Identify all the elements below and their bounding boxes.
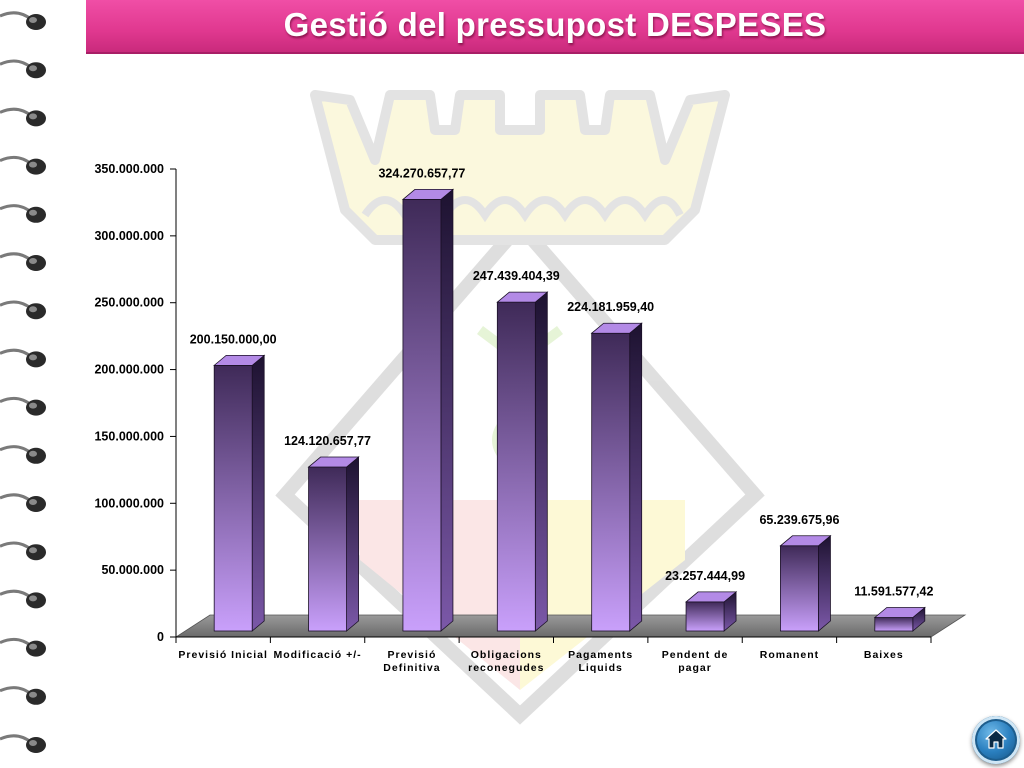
bar [308,466,347,632]
bar-side [440,188,454,632]
notebook-binding [0,11,46,753]
watermark-diamond [275,214,765,725]
binding-ring [0,155,46,175]
bar-side [534,291,548,632]
x-tick-label: pagar [678,662,712,674]
binding-ring [0,11,46,30]
x-tick-label: reconegudes [468,662,544,674]
bar [496,301,536,632]
data-label: 23.257.444,99 [665,569,745,583]
data-label: 224.181.959,40 [567,300,654,314]
bar-top [401,189,455,200]
data-label: 247.439.404,39 [473,269,560,283]
x-tick-label: Obligacions [471,649,542,661]
bar-top [684,591,738,603]
y-tick-label: 350.000.000 [94,162,164,176]
bar [402,199,442,632]
bar [591,332,631,632]
binding-ring [0,541,46,561]
x-tick-label: Pendent de [662,649,729,661]
bar [685,601,725,632]
bar [874,617,914,632]
home-icon [985,729,1007,749]
data-label: 11.591.577,42 [854,585,933,599]
chart-floor [174,614,967,638]
bar-top [779,535,832,547]
x-tick-label: Modificació +/- [273,649,361,661]
bar-side [346,456,359,632]
binding-ring [0,589,46,609]
binding-ring [0,445,46,464]
binding-ring [0,252,46,271]
x-tick-label: Definitiva [383,662,440,674]
bar-top [307,456,360,468]
binding-ring [0,348,46,368]
y-tick-label: 0 [157,630,164,644]
x-tick-label: Previsió [388,649,437,661]
y-tick-label: 300.000.000 [94,229,164,243]
bar-top [873,607,926,618]
x-tick-label: Previsió Inicial [178,649,268,661]
y-tick-label: 100.000.000 [94,496,164,510]
bar-top [496,291,549,303]
title-bar: Gestió del pressupost DESPESES [86,0,1024,54]
home-button[interactable] [972,716,1020,764]
x-tick-label: Romanent [760,649,819,661]
bar-top [590,322,643,334]
data-label: 65.239.675,96 [759,513,839,527]
x-tick-label: Pagaments [568,649,633,661]
binding-ring [0,204,46,223]
binding-ring [0,300,46,320]
binding-ring [0,396,46,416]
y-tick-label: 150.000.000 [94,429,164,443]
binding-ring [0,107,46,127]
binding-ring [0,686,46,705]
bar-side [251,354,265,632]
y-tick-label: 250.000.000 [94,296,164,310]
binding-ring [0,637,46,657]
x-tick-label: Liquids [579,662,623,674]
bar-side [818,534,831,632]
x-tick-label: Baixes [864,649,904,661]
page-title: Gestió del pressupost DESPESES [283,6,827,43]
y-tick-label: 200.000.000 [94,363,164,377]
data-label: 200.150.000,00 [190,332,277,346]
binding-ring [0,493,46,512]
binding-ring [0,734,46,753]
data-label: 324.270.657,77 [378,166,465,180]
bar [213,364,253,632]
bar-top [213,354,266,366]
binding-ring [0,59,46,79]
bar-side [629,322,643,632]
data-label: 124.120.657,77 [284,434,371,448]
bar [780,545,819,632]
y-tick-label: 50.000.000 [101,563,164,577]
